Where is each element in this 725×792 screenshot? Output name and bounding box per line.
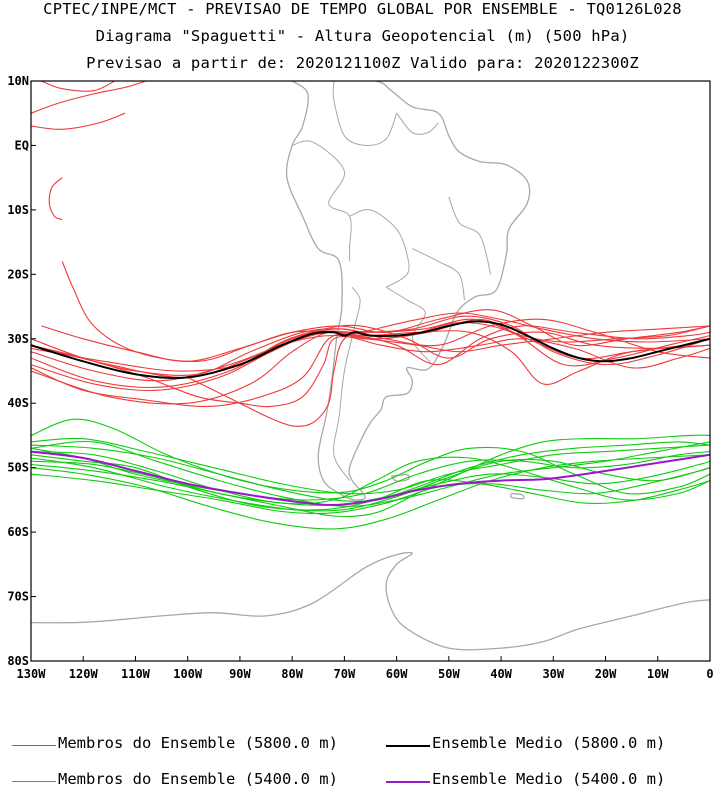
contour-series-layer [31,81,710,530]
x-tick-label-8: 50W [438,667,460,681]
title-line-1: CPTEC/INPE/MCT - PREVISAO DE TEMPO GLOBA… [43,0,682,18]
red-member-contour-12 [31,81,147,114]
x-tick-label-13: 0 [706,667,713,681]
legend-swatch-red-members [12,745,56,746]
red-member-contour-9 [31,325,710,407]
green-member-contour-2 [31,457,710,512]
legend-label-red-members: Membros do Ensemble (5800.0 m) [58,734,338,752]
y-tick-label-9: 80S [7,654,29,668]
green-member-contour-10 [31,447,710,501]
red-member-contour-7 [31,334,710,372]
y-tick-label-5: 40S [7,396,29,410]
legend-label-black-mean: Ensemble Medio (5800.0 m) [432,734,666,752]
x-tick-label-7: 60W [386,667,408,681]
country-border-1 [349,209,410,288]
coastline-3 [510,492,525,500]
legend-swatch-green-members [12,781,56,782]
country-borders-layer [292,81,492,481]
y-tick-label-0: 10N [7,74,29,88]
axis-ticks-layer: 130W 120W 110W 100W 90W 80W 70W 60W 50W 40W 30W 20W… [7,74,713,681]
red-member-contour-15 [48,177,63,221]
legend-label-green-members: Membros do Ensemble (5400.0 m) [58,770,338,788]
country-border-2 [333,286,361,481]
y-tick-label-6: 50S [7,461,29,475]
black-mean-contour-0 [31,320,710,379]
country-border-4 [332,81,398,147]
y-tick-label-2: 10S [7,203,29,217]
x-tick-label-5: 80W [281,667,303,681]
red-member-contour-11 [187,312,710,427]
country-border-5 [396,112,439,135]
country-border-7 [412,248,465,301]
purple-mean-contour-0 [31,450,710,507]
y-tick-label-3: 20S [7,267,29,281]
y-tick-label-4: 30S [7,332,29,346]
green-member-contour-8 [31,454,710,511]
country-border-6 [448,196,492,275]
coastline-1 [31,551,710,651]
x-tick-label-2: 110W [121,667,151,681]
red-member-contour-2 [31,324,710,389]
green-member-contour-5 [31,451,710,505]
green-member-contour-4 [31,418,710,495]
x-tick-label-0: 130W [17,667,47,681]
legend-label-purple-mean: Ensemble Medio (5400.0 m) [432,770,666,788]
coastline-layer [31,81,710,651]
title-line-2: Diagrama "Spaguetti" - Altura Geopotenci… [95,27,630,45]
x-tick-label-12: 10W [647,667,669,681]
x-tick-label-11: 20W [595,667,617,681]
y-tick-label-1: EQ [15,138,29,152]
title-line-3: Previsao a partir de: 2020121100Z Valido… [86,54,639,72]
red-member-contour-10 [31,325,710,408]
x-tick-label-9: 40W [490,667,512,681]
green-member-contour-3 [31,454,710,530]
plot-frame [30,80,711,662]
country-border-0 [292,140,352,262]
spaghetti-chart: 130W 120W 110W 100W 90W 80W 70W 60W 50W 40W 30W 20W… [7,74,713,681]
legend-swatch-purple-mean [386,781,430,783]
y-tick-label-7: 60S [7,525,29,539]
red-member-contour-13 [31,112,126,130]
red-member-contour-4 [31,318,710,376]
legend-swatch-black-mean [386,745,430,747]
coastline-2 [390,474,410,482]
red-member-contour-3 [31,330,710,405]
x-tick-label-10: 30W [542,667,564,681]
x-tick-label-3: 100W [173,667,203,681]
country-border-3 [385,286,431,363]
x-tick-label-4: 90W [229,667,251,681]
red-member-contour-6 [41,309,710,362]
coastline-0 [285,81,531,501]
y-tick-label-8: 70S [7,590,29,604]
red-member-contour-14 [41,81,115,92]
green-member-contour-9 [31,467,710,515]
x-tick-label-6: 70W [334,667,356,681]
green-member-contour-0 [31,437,710,495]
x-tick-label-1: 120W [69,667,99,681]
